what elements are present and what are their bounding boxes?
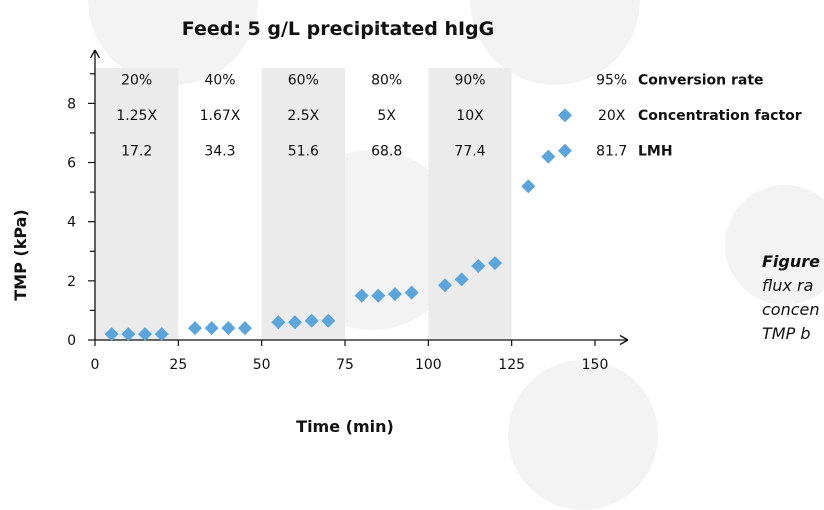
data-point: [104, 327, 119, 342]
data-point: [304, 313, 319, 328]
phase-band: [95, 68, 179, 340]
caption-head: Figure: [762, 252, 820, 271]
data-point: [121, 327, 136, 342]
phase-label-lmh: 34.3: [204, 144, 235, 160]
data-point: [454, 272, 469, 287]
phase-band: [428, 68, 512, 340]
phase-label-conversion: 90%: [454, 73, 485, 89]
y-tick-label: 0: [67, 333, 76, 349]
data-point: [488, 256, 502, 271]
row-label: Conversion rate: [638, 73, 764, 89]
x-tick-label: 0: [91, 357, 100, 373]
phase-label-factor: 10X: [456, 108, 484, 124]
caption-line: TMP b: [762, 324, 811, 343]
data-point: [371, 288, 386, 303]
annotation-marker: [558, 108, 572, 123]
y-tick-label: 4: [67, 215, 76, 231]
x-axis-title: Time (min): [296, 417, 394, 436]
x-tick-label: 100: [415, 357, 442, 373]
phase-label-conversion: 95%: [596, 73, 627, 89]
background-circle: [725, 185, 824, 305]
data-point: [288, 315, 302, 330]
axis-ticks: 0 25 50 75 100 125 150 0 2 4 6 8: [67, 73, 609, 373]
data-point: [188, 321, 202, 336]
phase-label-factor: 20X: [598, 108, 626, 124]
data-point: [438, 278, 452, 293]
chart: 0 25 50 75 100 125 150 0 2 4 6 8 20% 1.25X 17.2 40% 1.6…: [11, 18, 802, 436]
x-tick-label: 150: [582, 357, 609, 373]
y-tick-label: 6: [67, 156, 76, 172]
data-point: [471, 259, 486, 274]
phase-label-lmh: 81.7: [596, 144, 627, 160]
data-point: [138, 327, 152, 342]
data-point: [271, 315, 286, 330]
phase-labels: 20% 1.25X 17.2 40% 1.67X 34.3 60% 2.5X 51.6 80% 5X…: [116, 73, 801, 160]
data-point: [521, 179, 536, 194]
x-tick-label: 125: [498, 357, 525, 373]
data-point: [354, 288, 369, 303]
caption-line: flux ra: [762, 276, 814, 295]
x-tick-label: 75: [336, 357, 354, 373]
chart-title: Feed: 5 g/L precipitated hIgG: [182, 18, 495, 40]
x-tick-label: 50: [253, 357, 271, 373]
data-point: [221, 321, 236, 336]
figure-caption: Figure flux ra concen TMP b: [762, 250, 824, 346]
phase-label-conversion: 60%: [288, 73, 319, 89]
data-point: [404, 285, 419, 300]
phase-label-conversion: 20%: [121, 73, 152, 89]
annotation-marker: [558, 143, 572, 158]
y-axis-arrow: [89, 49, 101, 59]
data-point: [541, 149, 556, 164]
x-tick-label: 25: [169, 357, 187, 373]
phase-label-lmh: 77.4: [454, 144, 485, 160]
data-point: [321, 313, 336, 328]
data-point: [388, 287, 402, 302]
row-label: LMH: [638, 144, 673, 160]
phase-label-conversion: 40%: [204, 73, 235, 89]
phase-label-lmh: 68.8: [371, 144, 402, 160]
x-axis-arrow: [619, 334, 629, 346]
data-point: [154, 327, 169, 342]
phase-label-lmh: 17.2: [121, 144, 152, 160]
y-axis-title: TMP (kPa): [11, 209, 30, 301]
caption-line: concen: [762, 300, 820, 319]
phase-label-conversion: 80%: [371, 73, 402, 89]
y-tick-label: 2: [67, 274, 76, 290]
phase-label-factor: 2.5X: [287, 108, 319, 124]
phase-label-lmh: 51.6: [288, 144, 319, 160]
y-tick-label: 8: [67, 96, 76, 112]
axes: [89, 49, 629, 346]
data-points: [104, 108, 572, 342]
phase-band: [261, 68, 345, 340]
row-label: Concentration factor: [638, 108, 802, 124]
phase-label-factor: 1.67X: [200, 108, 241, 124]
data-point: [204, 321, 219, 336]
phase-bands: [95, 68, 512, 340]
phase-label-factor: 5X: [377, 108, 396, 124]
phase-label-factor: 1.25X: [116, 108, 157, 124]
data-point: [238, 321, 252, 336]
